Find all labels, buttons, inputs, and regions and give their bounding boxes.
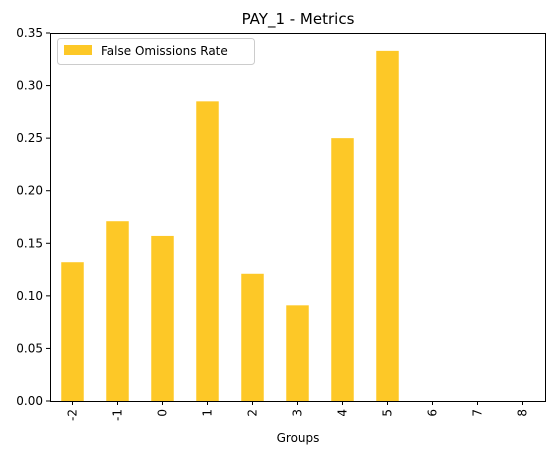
y-tick-label: 0.20 [16, 184, 43, 198]
y-tick-label: 0.15 [16, 236, 43, 250]
legend-swatch [64, 45, 92, 55]
x-tick-label-3: 3 [291, 409, 305, 417]
bar-3 [286, 305, 309, 401]
x-tick-label-6: 6 [426, 409, 440, 417]
y-tick-label: 0.30 [16, 79, 43, 93]
bar-0 [151, 235, 174, 401]
x-axis-label: Groups [277, 431, 320, 445]
x-tick-label-7: 7 [471, 409, 485, 417]
bar-5 [376, 50, 399, 402]
legend-box [57, 38, 255, 65]
y-tick-label: 0.05 [16, 341, 43, 355]
y-axis: 0.00 0.05 0.10 0.15 0.20 0.25 0.30 0.35 [16, 26, 50, 408]
bar--2 [61, 262, 84, 401]
chart-title: PAY_1 - Metrics [242, 10, 355, 29]
legend: False Omissions Rate [57, 38, 255, 65]
x-tick-label-5: 5 [381, 409, 395, 417]
y-tick-label: 0.35 [16, 26, 43, 40]
x-tick-label--1: -1 [111, 409, 125, 421]
bars-group [61, 50, 399, 402]
bar-2 [241, 273, 264, 401]
bar-1 [196, 101, 219, 401]
x-tick-label--2: -2 [66, 409, 80, 421]
x-tick-label-4: 4 [336, 409, 350, 417]
y-tick-label: 0.25 [16, 131, 43, 145]
legend-label: False Omissions Rate [101, 44, 228, 58]
bar--1 [106, 221, 129, 401]
x-tick-label-0: 0 [156, 409, 170, 417]
x-axis: -2 -1 0 1 2 3 4 5 6 7 8 [66, 401, 530, 421]
x-tick-label-2: 2 [246, 409, 260, 417]
x-tick-label-8: 8 [516, 409, 530, 417]
bar-4 [331, 138, 354, 401]
plot-frame [50, 33, 546, 402]
y-tick-label: 0.10 [16, 289, 43, 303]
y-tick-label: 0.00 [16, 394, 43, 408]
x-tick-label-1: 1 [201, 409, 215, 417]
